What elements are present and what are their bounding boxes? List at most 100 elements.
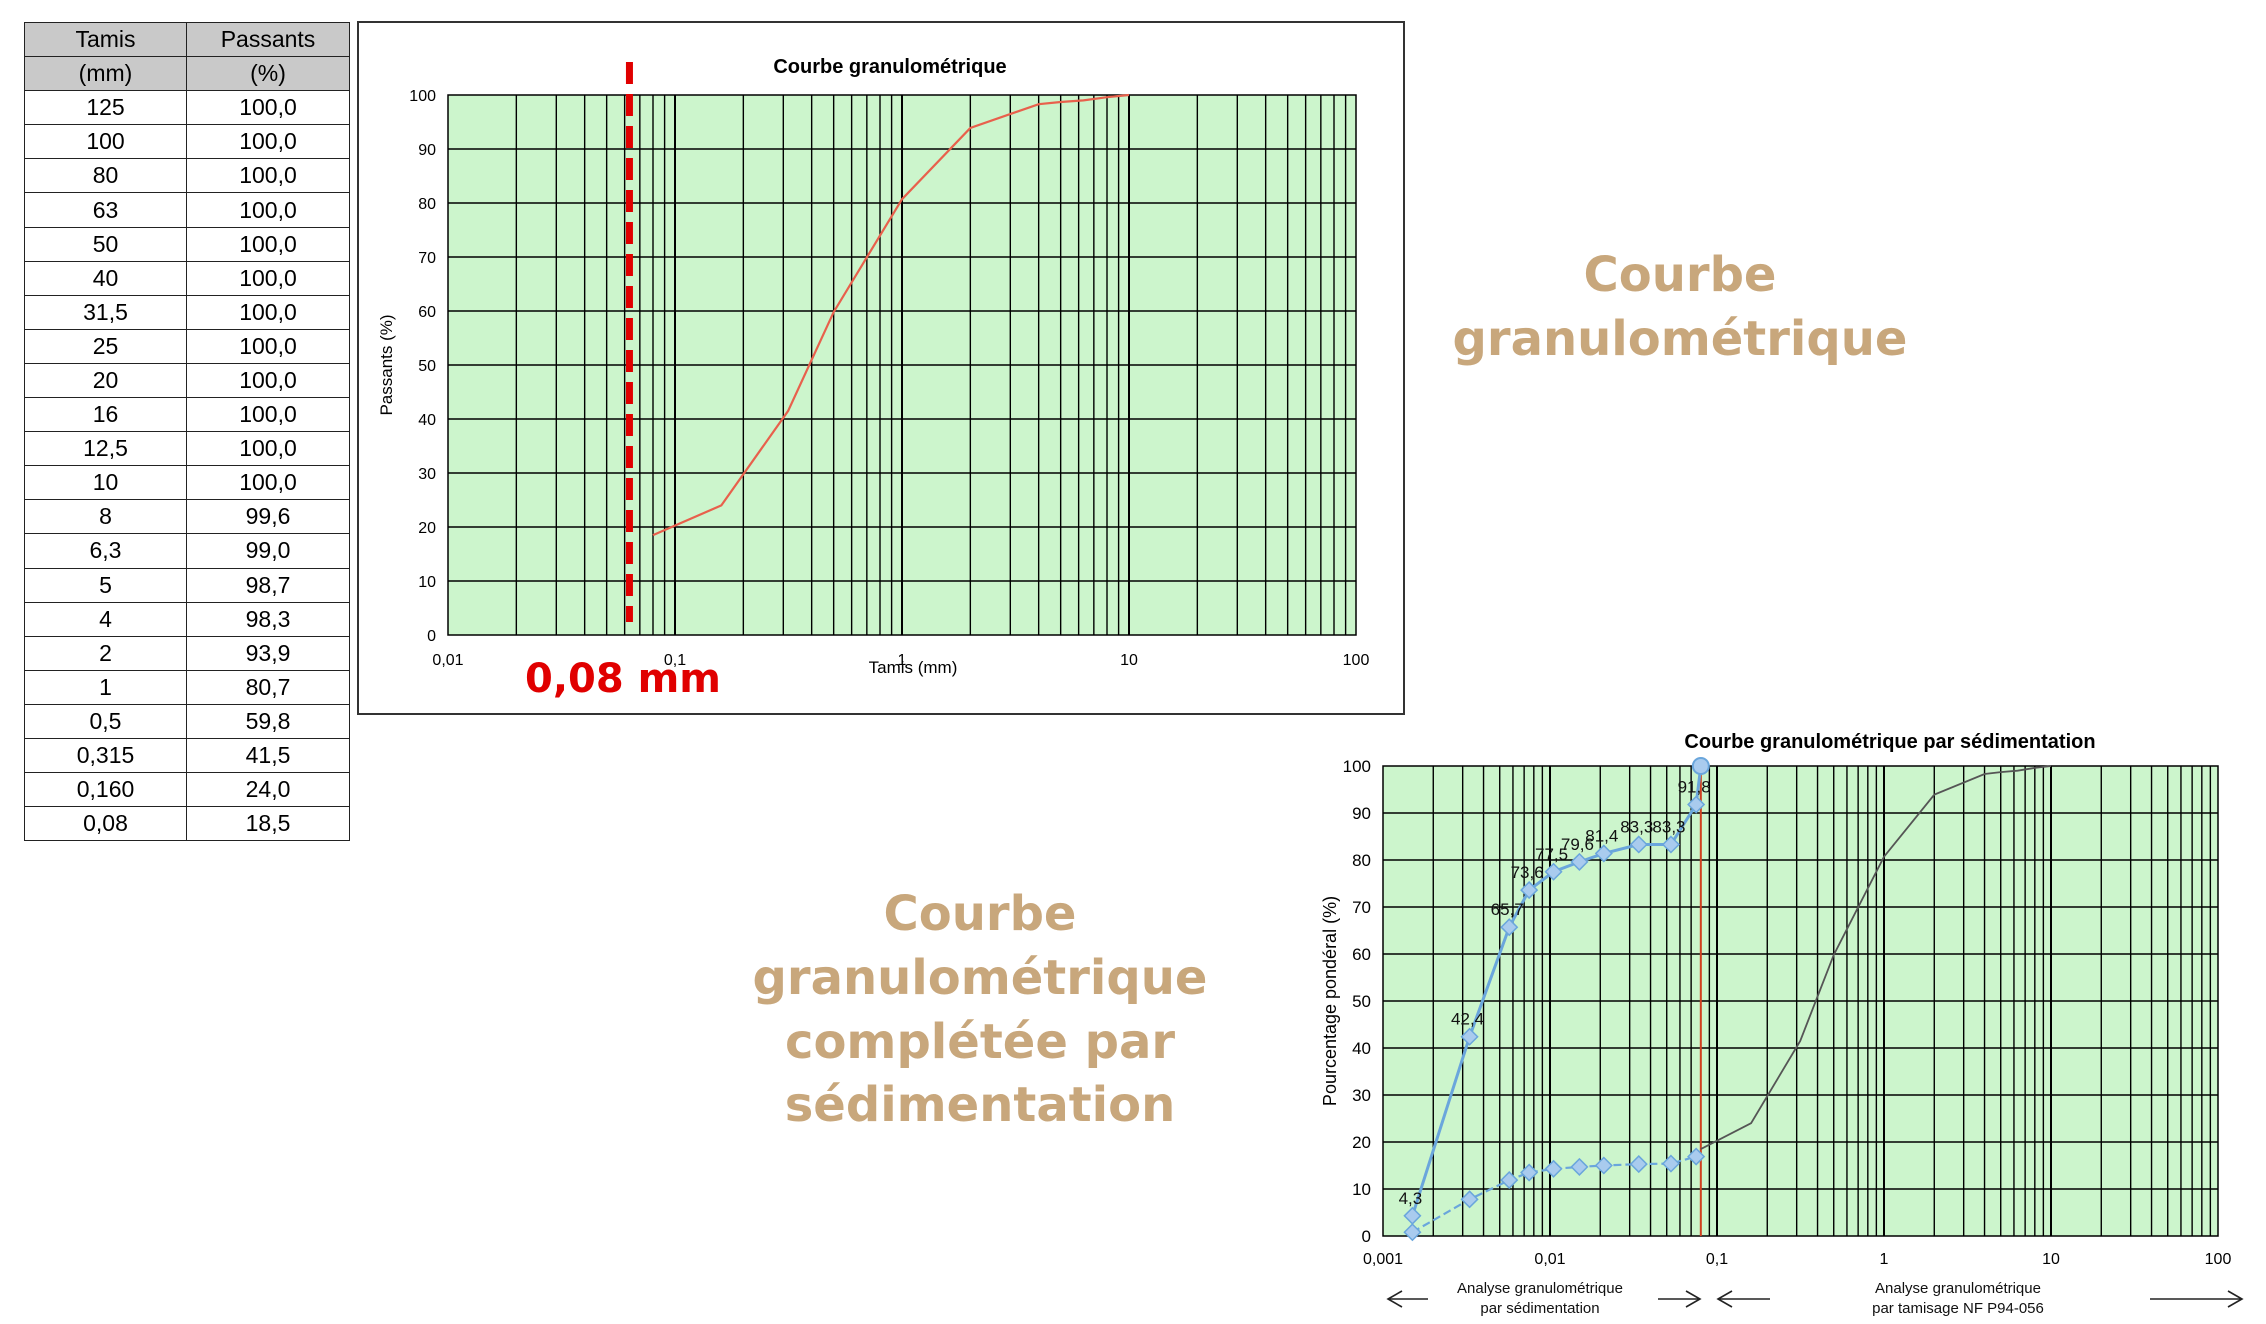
table-row: 12,5 100,0 [24,431,350,467]
data-point [1544,862,1563,881]
chart-2-grid [1383,766,2218,1236]
table-cell-sieve: 40 [24,260,187,296]
y-tick-label: 70 [418,250,436,267]
chart-2-title: Courbe granulométrique par sédimentation [1684,731,2095,753]
data-label: 81,4 [1585,826,1618,845]
x-tick-label: 10 [2042,1251,2060,1268]
heading-sedimentation-curve: Courbe granulométrique complétée par séd… [752,886,1208,1134]
table-cell-passing: 100,0 [186,192,350,228]
table-cell-sieve: Tamis [24,21,187,58]
chart-2-y-axis-label: Pourcentage pondéral (%) [1320,896,1340,1106]
table-cell-passing: 100,0 [186,465,350,501]
y-tick-label: 0 [427,628,436,645]
table-cell-passing: 99,6 [186,499,350,535]
y-tick-label: 0 [1362,1227,1371,1246]
table-cell-sieve: 125 [24,90,187,126]
table-cell-passing: 100,0 [186,431,350,467]
table-cell-sieve: 10 [24,465,187,501]
data-point [1500,918,1519,937]
y-tick-label: 10 [1352,1180,1371,1199]
sieve-table: Tamis Passants (mm) (%) 125 100,0 100 100,0 80 10… [24,21,350,842]
table-row: 0,08 18,5 [24,806,350,842]
y-tick-label: 20 [1352,1133,1371,1152]
y-tick-label: 60 [1352,945,1371,964]
data-point [1520,881,1539,900]
table-cell-sieve: 63 [24,192,187,228]
y-tick-label: 90 [1352,804,1371,823]
y-tick-label: 80 [418,196,436,213]
table-row: 31,5 100,0 [24,294,350,330]
data-point [1661,835,1681,854]
table-row: 5 98,7 [24,567,350,603]
chart-2-ticks: 0 10 20 30 40 50 60 70 80 90 100 0,001 0,01 0,1 1 10 100 [1343,757,2232,1268]
table-cell-passing: Passants [186,21,350,58]
data-point-lower [1629,1155,1648,1174]
table-cell-passing: 24,0 [186,772,350,808]
data-label: 77,5 [1535,845,1568,864]
x-tick-label: 1 [898,652,907,669]
table-row: 8 99,6 [24,499,350,535]
data-point [1403,1206,1422,1225]
data-label: 83,3 [1652,817,1685,836]
table-row: 25 100,0 [24,328,350,364]
y-tick-label: 70 [1352,898,1371,917]
annotation-sedimentation: Analyse granulométrique par sédimentation [1457,1280,1623,1317]
data-label: 42,4 [1451,1010,1484,1029]
table-cell-sieve: 0,315 [24,737,187,774]
data-label: 4,3 [1399,1189,1423,1208]
arrow-head-left [1386,1290,1403,1308]
y-tick-label: 30 [418,466,436,483]
x-tick-label: 10 [1120,652,1138,669]
data-point [1460,1027,1479,1046]
table-cell-sieve: 1 [24,669,187,705]
table-cell-sieve: 80 [24,158,187,194]
table-row: 4 98,3 [24,601,350,637]
data-point-lower [1403,1223,1422,1242]
x-tick-label: 0,1 [664,652,686,669]
data-point-lower [1687,1147,1706,1166]
chart-1-y-axis-label: Passants (%) [377,314,396,415]
table-cell-passing: 100,0 [186,158,350,194]
table-row: 20 100,0 [24,362,350,399]
table-cell-sieve: 100 [24,124,187,160]
chart-1-grid [448,95,1356,635]
data-label: 83,3 [1620,817,1653,836]
table-cell-passing: 41,5 [186,737,350,774]
table-row: 40 100,0 [24,260,350,296]
y-tick-label: 50 [418,358,436,375]
table-cell-passing: 59,8 [186,703,350,739]
table-cell-sieve: 0,08 [24,806,187,842]
x-tick-label: 0,001 [1363,1251,1403,1268]
table-cell-sieve: 4 [24,601,187,637]
table-cell-sieve: 0,160 [24,772,187,808]
table-row: 50 100,0 [24,226,350,262]
x-tick-label: 0,01 [1534,1251,1565,1268]
data-point [1570,852,1589,871]
data-point [1594,844,1613,863]
x-tick-label: 100 [2205,1251,2232,1268]
table-cell-passing: (%) [186,56,350,92]
data-point [1687,795,1706,814]
table-cell-passing: 100,0 [186,362,350,399]
table-cell-sieve: 50 [24,226,187,262]
data-point-end [1691,757,1710,775]
x-tick-label: 1 [1880,1251,1889,1268]
sedimentation-lower-line [1411,1155,1697,1234]
data-label: 65,7 [1491,900,1524,919]
data-point [1629,835,1648,854]
table-row: 80 100,0 [24,158,350,194]
data-label: 79,6 [1561,835,1594,854]
marker-label: 0,08 mm [525,656,721,702]
sieve-curve-line [1700,765,2052,1150]
table-row: 0,160 24,0 [24,772,350,808]
data-point-lower [1661,1154,1681,1173]
y-tick-label: 40 [418,412,436,429]
data-point-lower [1460,1190,1479,1209]
arrow-head-right [1685,1290,1702,1308]
annotation-sieving: Analyse granulométrique par tamisage NF P… [1872,1280,2044,1317]
table-cell-sieve: 20 [24,362,187,399]
table-row: 1 80,7 [24,669,350,705]
data-point-lower [1570,1157,1589,1176]
arrow-head-right [2227,1290,2244,1308]
y-tick-label: 50 [1352,992,1371,1011]
